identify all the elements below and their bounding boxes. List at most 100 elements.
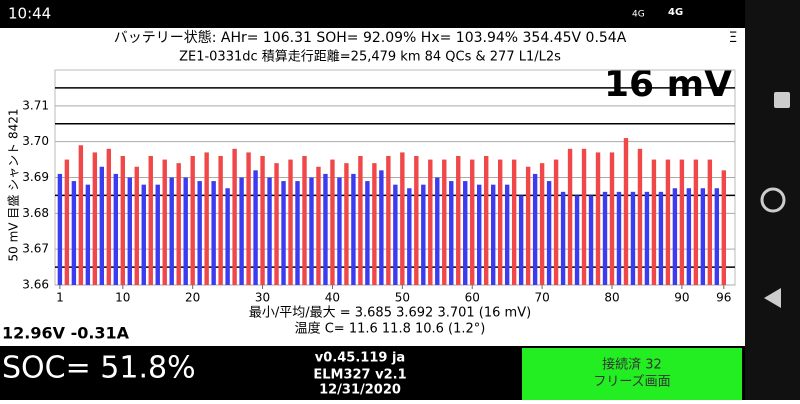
bar xyxy=(169,177,174,285)
bar xyxy=(351,173,356,285)
bar xyxy=(127,177,132,285)
x-tick-label: 96 xyxy=(716,291,731,305)
x-tick-label: 90 xyxy=(674,291,689,305)
connection-box[interactable] xyxy=(522,348,742,400)
header-line: ZE1-0331dc 積算走行距離=25,479 km 84 QCs & 277… xyxy=(179,50,561,65)
temperature: 温度 C= 11.6 11.8 10.6 (1.2°) xyxy=(295,321,486,337)
nav-home[interactable] xyxy=(760,187,786,213)
bar xyxy=(651,159,657,285)
bar xyxy=(106,148,112,285)
bar xyxy=(92,152,98,285)
bar xyxy=(714,188,720,285)
y-axis-label: 50 mV 目盛 シャント 8421 xyxy=(6,109,21,262)
bar xyxy=(518,195,524,285)
connection: 接続済 32 xyxy=(602,357,662,373)
y-tick-label: 3.66 xyxy=(22,278,49,292)
bar xyxy=(316,166,321,285)
x-tick-label: 40 xyxy=(325,291,340,305)
bar xyxy=(574,195,580,285)
bar xyxy=(616,191,622,285)
bar xyxy=(539,163,545,285)
bar xyxy=(379,170,384,285)
bar xyxy=(218,156,223,285)
bar xyxy=(686,188,692,285)
bar xyxy=(274,163,279,285)
bar xyxy=(85,184,91,285)
bar xyxy=(700,188,706,285)
nav-bar xyxy=(745,0,800,400)
bar xyxy=(490,184,496,285)
bar xyxy=(449,181,454,285)
y-tick-label: 3.68 xyxy=(22,206,49,220)
bar xyxy=(456,156,461,285)
bar xyxy=(435,177,440,285)
bar xyxy=(637,148,643,285)
bar xyxy=(602,191,608,285)
clock: 10:44 xyxy=(8,5,51,23)
bar xyxy=(477,184,482,285)
bar xyxy=(630,191,636,285)
bar xyxy=(707,159,713,285)
bar xyxy=(532,173,538,285)
bar xyxy=(546,181,552,285)
x-tick-label: 30 xyxy=(255,291,270,305)
bar xyxy=(141,184,146,285)
bar xyxy=(372,163,377,285)
y-tick-label: 3.69 xyxy=(22,170,49,184)
bar xyxy=(407,188,412,285)
adapter: ELM327 v2.1 xyxy=(313,368,406,383)
spread-label: 16 mV xyxy=(604,64,732,105)
bar xyxy=(281,181,286,285)
status-bar xyxy=(0,0,745,28)
bar xyxy=(323,173,328,285)
x-tick-label: 70 xyxy=(534,291,549,305)
bar xyxy=(658,191,664,285)
bar xyxy=(497,159,503,285)
bar xyxy=(679,159,685,285)
bar xyxy=(120,156,125,285)
nav-back[interactable] xyxy=(764,288,781,308)
menu[interactable]: Ξ xyxy=(729,30,738,46)
bar xyxy=(609,152,615,285)
bar xyxy=(504,184,510,285)
bar xyxy=(162,159,167,285)
bar xyxy=(302,156,307,285)
bar xyxy=(365,181,370,285)
freeze: フリーズ画面 xyxy=(593,374,670,390)
bar xyxy=(414,156,419,285)
version: v0.45.119 ja xyxy=(315,351,405,366)
bar xyxy=(386,156,391,285)
bar xyxy=(588,195,594,285)
bar xyxy=(211,181,216,285)
x-tick-label: 10 xyxy=(115,291,130,305)
bar xyxy=(428,159,433,285)
bar xyxy=(232,148,237,285)
bar xyxy=(330,159,335,285)
date: 12/31/2020 xyxy=(319,383,401,398)
bar xyxy=(344,163,349,285)
bar xyxy=(400,152,405,285)
bar xyxy=(253,170,258,285)
x-tick-label: 20 xyxy=(185,291,200,305)
soc: SOC= 51.8% xyxy=(2,351,196,386)
bar xyxy=(358,156,363,285)
network: 4G xyxy=(668,7,683,18)
bar xyxy=(484,156,489,285)
bar xyxy=(595,152,601,285)
y-tick-label: 3.70 xyxy=(22,134,49,148)
bar xyxy=(511,159,517,285)
bar xyxy=(442,159,447,285)
bar xyxy=(71,181,77,285)
x-tick-label: 60 xyxy=(465,291,480,305)
bar xyxy=(337,177,342,285)
bar xyxy=(155,184,160,285)
nav-recent[interactable] xyxy=(774,92,790,108)
bar xyxy=(560,191,566,285)
header-line: バッテリー状態: AHr= 106.31 SOH= 92.09% Hx= 103… xyxy=(114,30,627,46)
bar xyxy=(623,138,629,285)
bar xyxy=(470,159,475,285)
bar xyxy=(567,148,573,285)
bar xyxy=(260,156,265,285)
x-tick-label: 50 xyxy=(395,291,410,305)
